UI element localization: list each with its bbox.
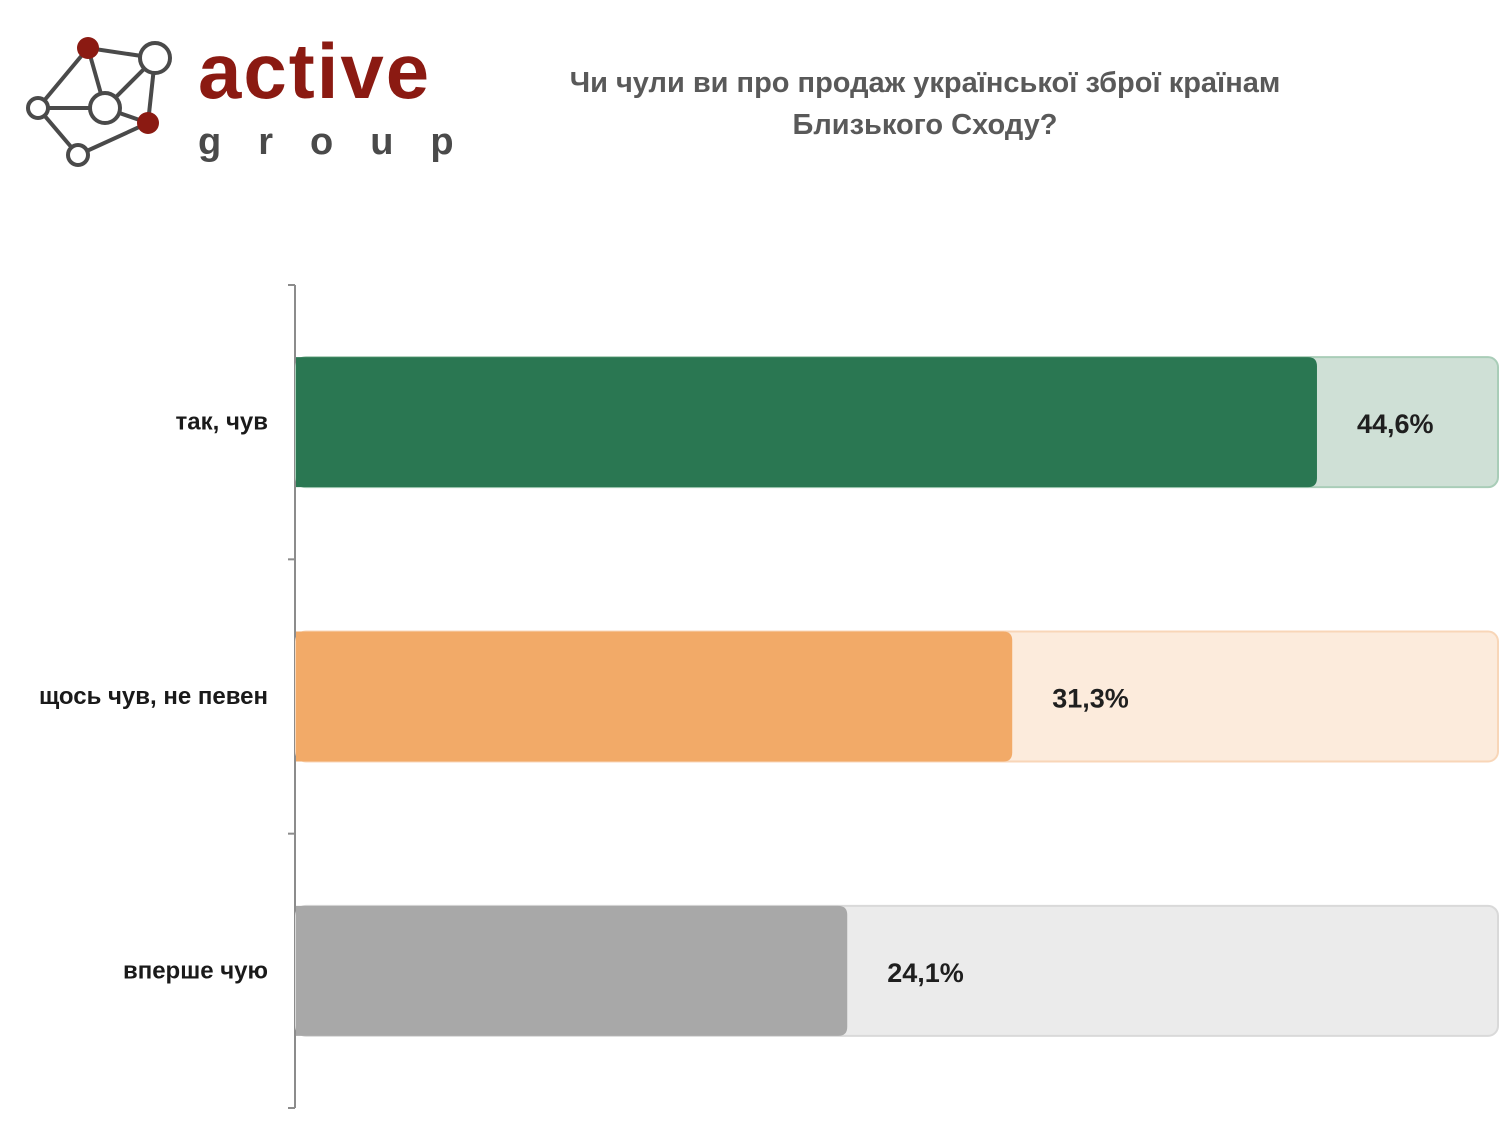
network-icon — [26, 37, 172, 167]
bar — [296, 357, 1317, 488]
logo-subtitle: group — [198, 121, 491, 163]
chart-title: Чи чули ви про продаж української зброї … — [569, 67, 1281, 141]
value-label: 44,6% — [1357, 409, 1434, 439]
bar — [296, 631, 1013, 762]
category-label: щось чув, не певен — [39, 683, 268, 710]
category-label: вперше чую — [123, 957, 268, 984]
category-label: так, чув — [176, 409, 268, 436]
bar — [296, 905, 848, 1036]
logo-wordmark: active — [198, 27, 432, 115]
active-group-logo: active group — [20, 30, 460, 180]
value-label: 31,3% — [1052, 684, 1129, 714]
value-label: 24,1% — [887, 958, 964, 988]
